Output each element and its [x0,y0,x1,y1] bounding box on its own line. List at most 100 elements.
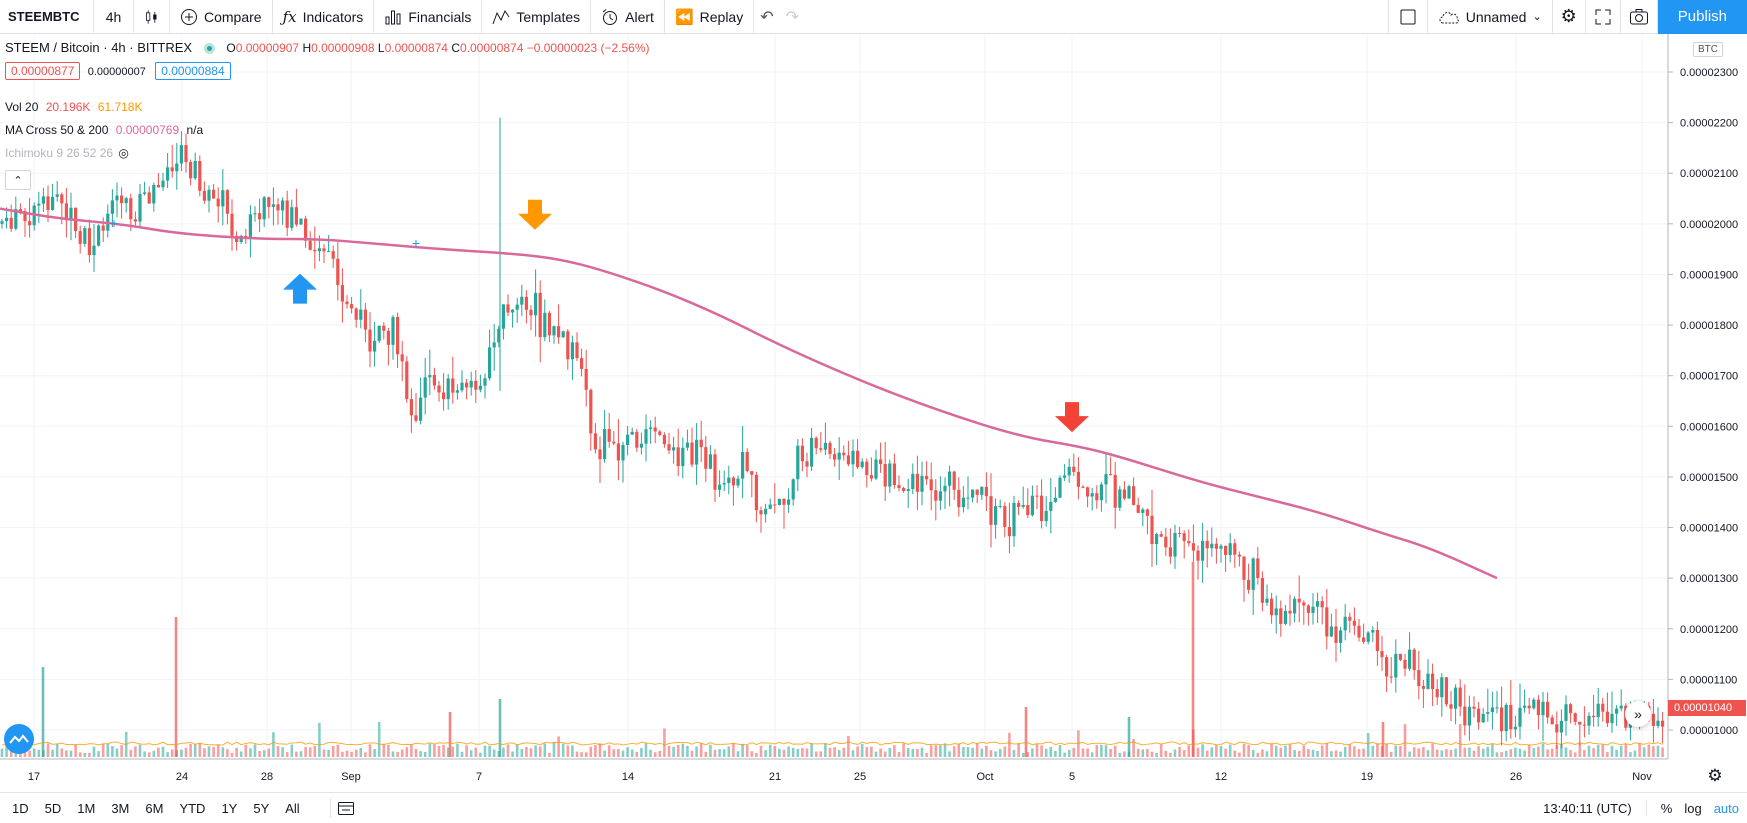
fullscreen-select-button[interactable] [1387,0,1428,34]
range-all[interactable]: All [285,800,300,816]
volume-bar [55,743,59,757]
volume-bar [1403,724,1407,757]
auto-toggle[interactable]: auto [1713,800,1739,816]
candle [198,155,202,197]
volume-bar [1619,745,1623,757]
candle [1592,694,1596,727]
candle [598,436,602,484]
volume-bar [1334,750,1338,757]
range-3m[interactable]: 3M [111,800,130,816]
range-5d[interactable]: 5D [44,800,62,816]
financials-button[interactable]: Financials [374,0,483,34]
volume-bar [617,748,620,757]
candle [51,183,55,211]
range-5y[interactable]: 5Y [253,800,270,816]
volume-bar [1564,747,1568,757]
candle [465,378,469,400]
volume-bar [1633,750,1637,757]
chart-area[interactable]: + + 0.00002300 0.00002200 0.00002100 0.00002… [0,34,1747,794]
time-axis-settings-button[interactable]: ⚙ [1700,762,1730,790]
candle [1173,524,1177,569]
chart-type-button[interactable] [134,0,170,34]
candle [584,349,588,407]
candle [1495,691,1499,714]
volume-bar [1196,747,1200,757]
candle [161,172,165,191]
candle [1417,650,1421,700]
volume-ma-line [1,741,1663,746]
volume-bar [239,751,243,757]
volume-bar [69,750,73,757]
log-toggle[interactable]: log [1684,800,1702,816]
candle [1398,653,1402,662]
go-to-date-button[interactable] [329,798,361,818]
candle [1072,453,1076,476]
volume-bar [129,749,133,757]
eye-hidden-icon[interactable]: ◎ [118,146,129,160]
candle [534,269,538,337]
volume-bar [299,751,303,757]
candle [423,358,427,415]
candle [1458,679,1462,717]
clock[interactable]: 13:40:11 (UTC) [1543,800,1647,816]
candle [1601,697,1605,722]
volume-bar [1656,745,1660,757]
candle [501,304,505,340]
range-1y[interactable]: 1Y [221,800,238,816]
tradingview-logo[interactable] [4,724,34,754]
ichimoku-legend[interactable]: Ichimoku 9 26 52 26 ◎ [5,146,129,160]
fullscreen-button[interactable] [1586,0,1621,34]
currency-badge[interactable]: BTC [1693,42,1723,57]
undo-button[interactable]: ↶ [754,0,779,34]
layout-name-button[interactable]: Unnamed ⌄ [1428,0,1553,34]
volume-bar [387,744,390,757]
candle [138,183,142,229]
volume-bar [327,749,330,757]
range-6m[interactable]: 6M [145,800,164,816]
volume-value: 20.196K [45,100,91,114]
price-tick-label: 0.00002000 [1680,219,1738,231]
volume-bar [1044,748,1048,757]
volume-bar [736,751,740,757]
publish-button[interactable]: Publish [1657,0,1747,34]
volume-bar [1454,748,1457,757]
volume-bar [28,750,31,757]
volume-legend[interactable]: Vol 20 20.196K 61.718K [5,100,143,114]
candle [1265,584,1269,606]
collapse-legend-button[interactable]: ⌃ [5,170,31,190]
compare-button[interactable]: Compare [170,0,273,34]
replay-button[interactable]: ⏪ Replay [665,0,755,34]
settings-button[interactable]: ⚙ [1553,0,1586,34]
volume-bar [354,749,358,757]
price-chart[interactable]: + + 0.00002300 0.00002200 0.00002100 0.00002… [0,34,1747,794]
volume-bar [971,747,974,757]
range-1m[interactable]: 1M [77,800,96,816]
alert-button[interactable]: Alert [591,0,665,34]
volume-bar [451,746,455,757]
candle [543,299,547,342]
candle [649,420,653,444]
legend-title[interactable]: STEEM / Bitcoin · 4h · BITTREX [5,40,193,55]
snapshot-button[interactable] [1621,0,1658,34]
candle [1178,526,1182,538]
interval-button[interactable]: 4h [94,0,134,34]
range-ytd[interactable]: YTD [179,800,206,816]
ask-price[interactable]: 0.00000884 [155,62,231,80]
indicators-button[interactable]: ƒx Indicators [273,0,375,34]
volume-bar [1449,749,1453,757]
templates-button[interactable]: Templates [482,0,592,34]
ma-cross-legend[interactable]: MA Cross 50 & 200 0.00000769 n/a [5,123,203,137]
bid-price[interactable]: 0.00000877 [5,62,81,80]
ma-cross-value: 0.00000769 [115,123,180,137]
candle [221,169,225,226]
symbol-search[interactable]: STEEMBTC [0,0,94,34]
candle [906,478,910,508]
volume-bar [483,745,487,757]
range-1d[interactable]: 1D [12,800,29,816]
volume-bar [502,747,505,757]
scroll-to-realtime-button[interactable]: » [1625,701,1651,727]
redo-button[interactable]: ↷ [780,0,805,34]
candle [966,476,970,510]
candle [1348,612,1352,633]
percent-toggle[interactable]: % [1660,800,1673,816]
